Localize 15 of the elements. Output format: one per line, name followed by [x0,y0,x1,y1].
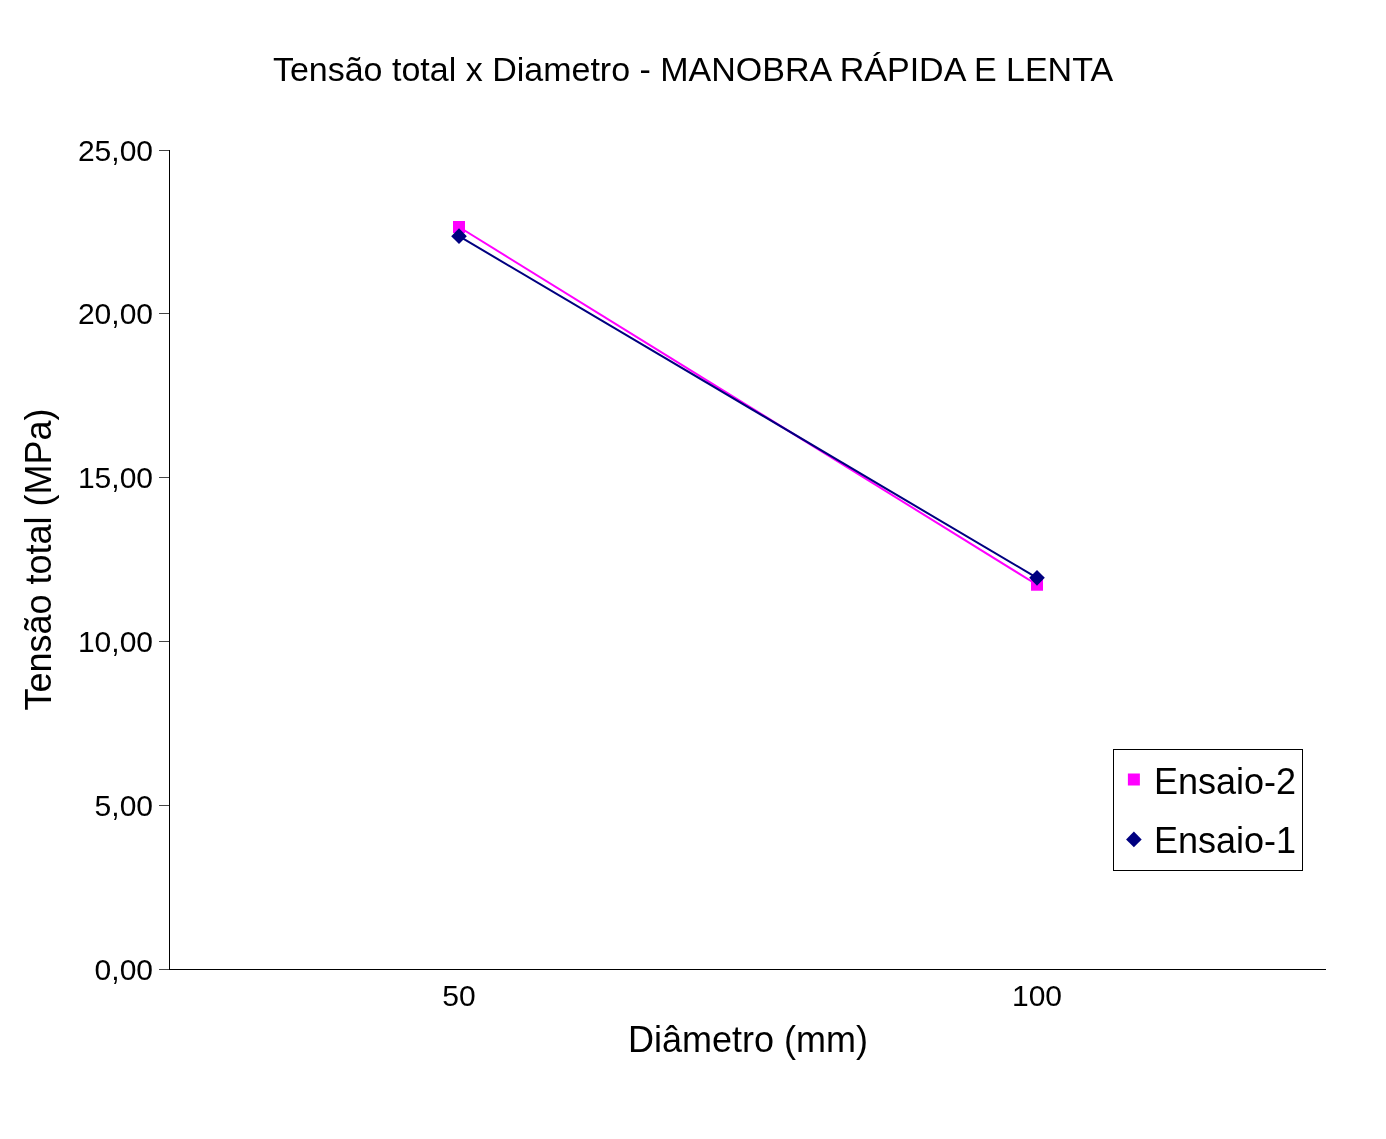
legend-label: Ensaio-1 [1153,820,1296,862]
chart-title: Tensão total x Diametro - MANOBRA RÁPIDA E LENTA [272,49,1114,88]
y-tick-label: 10,00 [77,624,153,658]
y-tick-label: 5,00 [94,788,153,822]
x-axis-title: Diâmetro (mm) [628,1018,868,1060]
legend-label: Ensaio-2 [1153,760,1296,802]
y-tick-label: 25,00 [77,133,153,167]
y-tick-label: 20,00 [77,297,153,331]
point [1029,570,1045,586]
point [451,228,467,244]
x-tick-label: 50 [442,979,476,1012]
y-tick-label: 15,00 [77,461,153,495]
y-tick-label: 0,00 [94,952,153,986]
x-tick-label: 100 [1011,979,1063,1012]
y-axis-title: Tensão total (MPa) [17,408,59,711]
